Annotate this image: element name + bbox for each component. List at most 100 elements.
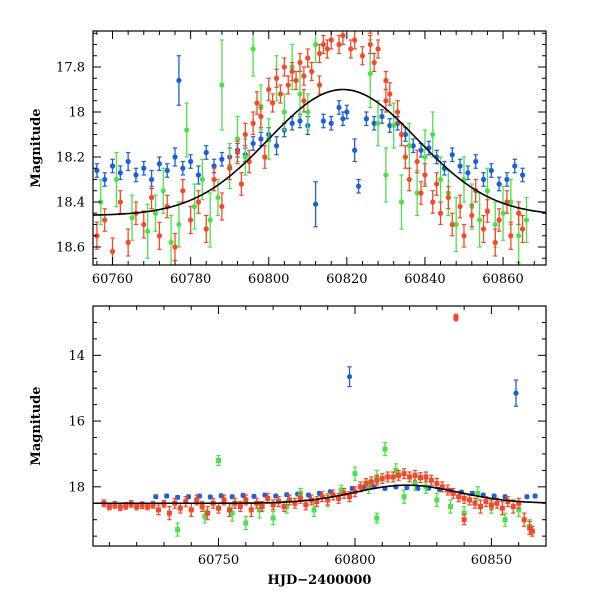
marker [289,120,295,126]
marker [502,517,508,523]
data-point-red [480,214,487,244]
marker [352,147,358,153]
marker [524,494,530,500]
data-point-red [414,149,420,174]
data-point-blue [273,136,280,156]
data-point-red [309,61,315,82]
data-point-blue [125,151,131,172]
data-point-blue [172,147,178,167]
data-point-red [141,210,147,239]
marker [461,517,467,523]
marker [396,472,402,478]
marker [418,190,424,196]
data-point-blue [502,494,508,500]
data-point-blue [340,111,346,127]
marker [478,504,484,510]
marker [175,527,181,533]
data-point-green [484,167,491,214]
data-point-red [457,194,463,219]
data-point-green [199,158,205,201]
data-point-red [496,208,502,232]
data-point-red [319,491,325,503]
marker [297,118,303,124]
marker [402,131,409,138]
data-point-red [148,185,155,210]
marker [346,374,353,380]
y-tick-label: 16 [68,415,85,430]
marker [286,497,292,503]
marker [330,492,336,498]
marker [281,64,287,70]
data-point-blue [457,158,463,174]
x-tick-label: 60800 [248,272,289,287]
marker [164,167,170,174]
marker [164,493,170,499]
marker [496,181,502,187]
marker [153,494,159,500]
data-point-red [510,499,516,514]
data-point-blue [532,493,538,499]
data-point-blue [355,178,362,194]
marker [527,525,533,531]
data-point-red [461,223,467,248]
data-point-blue [153,494,159,500]
marker [238,181,244,187]
data-point-red [341,487,347,499]
marker [428,477,434,483]
marker [500,210,506,216]
data-point-blue [346,366,353,388]
marker [375,120,381,126]
marker [243,497,249,503]
data-point-blue [218,493,224,499]
marker [240,492,246,498]
marker [488,502,494,508]
data-point-red [423,471,429,483]
data-point-green [243,515,249,531]
data-point-red [117,503,123,512]
data-point-red [478,499,484,514]
marker [484,188,491,194]
data-point-red [348,39,354,59]
marker [134,504,140,510]
data-point-blue [94,163,100,178]
y-tick-label: 17.8 [56,61,85,76]
marker [504,176,510,183]
marker [387,122,393,129]
marker [447,504,453,510]
data-point-red [330,489,336,501]
data-point-blue [174,494,181,500]
data-point-red [450,487,456,499]
marker [457,203,463,210]
data-point-red [266,77,272,102]
marker [219,203,225,210]
marker [139,502,145,508]
data-point-red [521,512,527,527]
marker [367,71,373,77]
marker [450,490,456,496]
y-tick-label: 14 [68,349,85,364]
marker [374,477,380,483]
marker [195,172,202,178]
marker [417,475,423,481]
marker [242,154,248,160]
marker [434,497,440,503]
marker [473,158,479,165]
data-point-red [387,82,393,106]
marker [348,46,354,52]
marker [494,500,500,506]
marker [270,515,276,521]
marker [457,163,463,169]
marker [371,59,377,66]
marker [508,233,514,239]
marker [480,226,487,232]
data-point-red [434,172,440,196]
data-point-blue [240,492,246,498]
marker [387,91,393,97]
marker [303,502,309,508]
marker [513,390,519,396]
marker [102,217,108,223]
marker [367,41,373,48]
data-layer [93,31,546,265]
x-tick-label: 60800 [334,553,375,568]
marker [325,497,331,503]
